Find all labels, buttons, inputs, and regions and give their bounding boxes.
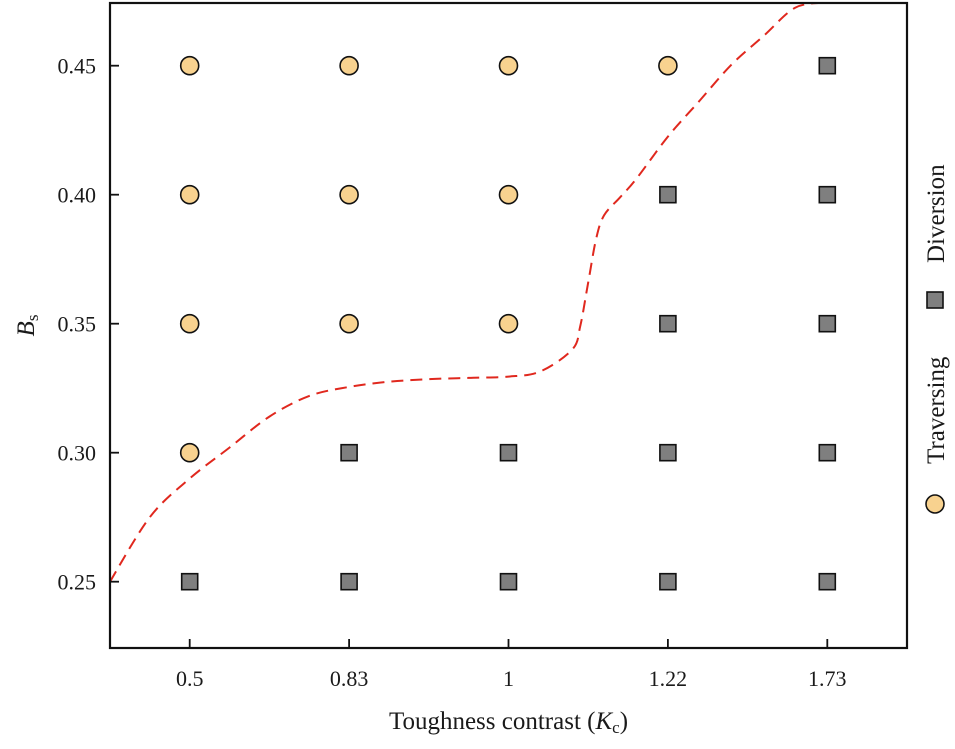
y-axis-title-sub: s bbox=[23, 315, 42, 322]
traversing-point bbox=[339, 184, 359, 205]
diversion-point bbox=[499, 443, 518, 462]
y-tick-label: 0.25 bbox=[58, 570, 97, 595]
diversion-point bbox=[659, 185, 677, 204]
traversing-point bbox=[179, 313, 200, 334]
x-axis-title-suffix: ) bbox=[620, 708, 628, 735]
x-axis: 0.5 0.83 1 1.22 1.73 bbox=[176, 639, 847, 691]
diversion-point bbox=[340, 443, 358, 462]
legend: Traversing Diversion bbox=[923, 164, 950, 514]
x-axis-title: Toughness contrast (Kc) bbox=[389, 708, 628, 737]
diversion-point bbox=[180, 572, 199, 591]
diversion-point bbox=[340, 572, 358, 591]
traversing-point bbox=[179, 184, 200, 205]
diversion-point bbox=[818, 185, 837, 204]
diversion-point bbox=[659, 443, 677, 462]
y-axis-title: Bs bbox=[13, 315, 42, 337]
traversing-point bbox=[339, 55, 359, 76]
traversing-point bbox=[498, 313, 519, 334]
traversing-point bbox=[498, 184, 519, 205]
traversing-point bbox=[179, 442, 200, 463]
traversing-point bbox=[179, 55, 200, 76]
x-axis-title-sub: c bbox=[612, 718, 620, 737]
traversing-point bbox=[339, 313, 359, 334]
x-tick-label: 1.73 bbox=[808, 666, 847, 691]
diversion-point bbox=[818, 314, 837, 333]
y-tick-label: 0.30 bbox=[58, 441, 97, 466]
diversion-point bbox=[659, 572, 677, 591]
diversion-point bbox=[659, 314, 677, 333]
legend-traversing-marker bbox=[925, 494, 945, 514]
x-tick-label: 0.83 bbox=[330, 666, 369, 691]
traversing-point bbox=[498, 55, 519, 76]
y-tick-label: 0.35 bbox=[58, 312, 97, 337]
y-axis-title-var: B bbox=[13, 321, 40, 336]
y-tick-label: 0.40 bbox=[58, 183, 97, 208]
x-tick-label: 0.5 bbox=[176, 666, 204, 691]
y-tick-label: 0.45 bbox=[58, 54, 97, 79]
x-axis-title-var: K bbox=[594, 708, 613, 735]
legend-diversion-label: Diversion bbox=[923, 164, 950, 263]
traversing-point bbox=[658, 55, 678, 76]
points-layer bbox=[179, 55, 837, 591]
boundary-line bbox=[110, 3, 828, 583]
diversion-point bbox=[499, 572, 518, 591]
x-tick-label: 1.22 bbox=[649, 666, 688, 691]
x-tick-label: 1 bbox=[503, 666, 514, 691]
y-axis: 0.25 0.30 0.35 0.40 0.45 bbox=[58, 54, 119, 595]
x-axis-title-prefix: Toughness contrast ( bbox=[389, 708, 596, 735]
legend-diversion-marker bbox=[926, 291, 944, 309]
diversion-point bbox=[818, 572, 837, 591]
diversion-point bbox=[818, 443, 837, 462]
legend-traversing-label: Traversing bbox=[923, 356, 950, 464]
boundary-layer bbox=[110, 3, 828, 583]
diversion-point bbox=[818, 56, 837, 75]
